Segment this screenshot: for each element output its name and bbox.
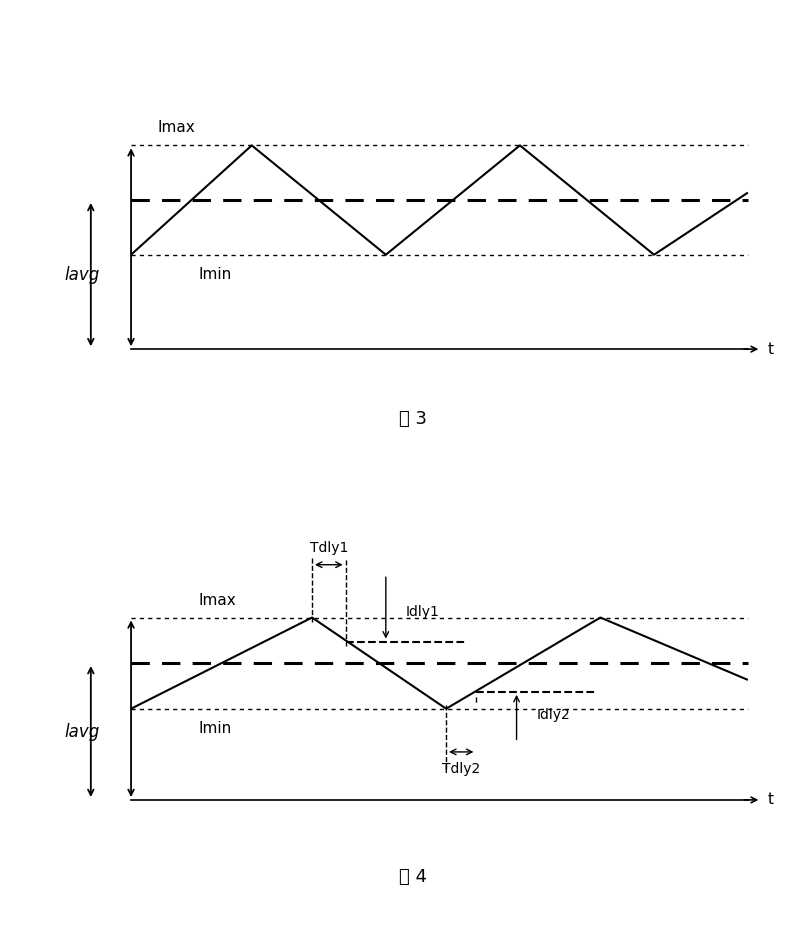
Text: 图 4: 图 4 [398, 867, 426, 885]
Text: Imax: Imax [158, 120, 196, 136]
Text: Imin: Imin [198, 720, 231, 736]
Text: t: t [768, 793, 774, 808]
Text: t: t [768, 341, 774, 356]
Text: lavg: lavg [65, 722, 100, 740]
Text: Imin: Imin [198, 267, 231, 283]
Text: lavg: lavg [65, 265, 100, 283]
Text: Idly1: Idly1 [406, 605, 440, 618]
Text: 图 3: 图 3 [398, 410, 426, 428]
Text: Tdly1: Tdly1 [310, 541, 348, 556]
Text: Tdly2: Tdly2 [442, 761, 480, 775]
Text: Imax: Imax [198, 592, 236, 608]
Text: Idly2: Idly2 [537, 708, 570, 721]
